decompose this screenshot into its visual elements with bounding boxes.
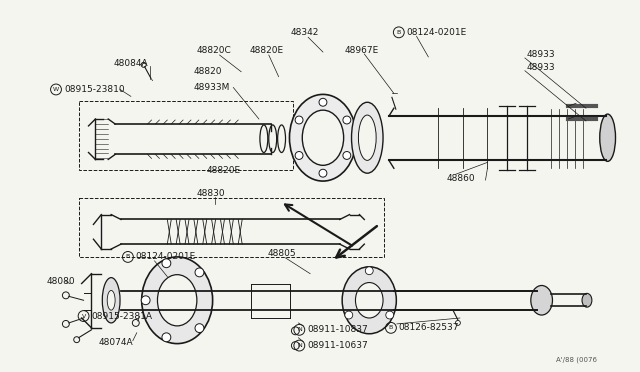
Ellipse shape — [289, 94, 356, 181]
Text: 48820E: 48820E — [207, 166, 241, 175]
Text: B: B — [126, 254, 130, 259]
Circle shape — [319, 169, 327, 177]
Circle shape — [141, 296, 150, 305]
Ellipse shape — [108, 291, 115, 310]
Text: 48967E: 48967E — [344, 45, 379, 55]
Text: 48080: 48080 — [46, 277, 75, 286]
Text: 08911-10837: 08911-10837 — [307, 326, 368, 334]
Text: W: W — [53, 87, 59, 92]
Circle shape — [343, 116, 351, 124]
Text: 48933: 48933 — [527, 49, 556, 58]
Text: 08915-23810: 08915-23810 — [64, 85, 125, 94]
Text: 48820C: 48820C — [197, 45, 232, 55]
Bar — [79, 101, 293, 170]
Text: 48805: 48805 — [268, 250, 296, 259]
Bar — [79, 198, 384, 257]
Text: 48820: 48820 — [194, 67, 223, 76]
Text: 08124-0201E: 08124-0201E — [136, 253, 196, 262]
Text: 48820E: 48820E — [249, 45, 284, 55]
Circle shape — [365, 267, 373, 275]
Text: 48342: 48342 — [291, 28, 319, 37]
Ellipse shape — [531, 285, 552, 315]
Circle shape — [195, 324, 204, 333]
Text: 08126-82537: 08126-82537 — [399, 323, 460, 332]
Text: 48933: 48933 — [527, 63, 556, 72]
Ellipse shape — [351, 102, 383, 173]
Text: 08911-10637: 08911-10637 — [307, 341, 368, 350]
Text: N: N — [297, 327, 301, 332]
Ellipse shape — [358, 115, 376, 160]
Circle shape — [162, 333, 171, 342]
Circle shape — [295, 151, 303, 160]
Ellipse shape — [355, 283, 383, 318]
Ellipse shape — [302, 110, 344, 165]
Ellipse shape — [582, 294, 592, 307]
Circle shape — [162, 259, 171, 268]
Text: V: V — [81, 314, 86, 318]
Ellipse shape — [141, 257, 212, 344]
Text: 08124-0201E: 08124-0201E — [406, 28, 467, 37]
Circle shape — [295, 116, 303, 124]
Text: 48084A: 48084A — [113, 60, 148, 68]
Ellipse shape — [342, 267, 396, 334]
Circle shape — [386, 311, 394, 319]
Text: 08915-2381A: 08915-2381A — [92, 311, 152, 321]
Circle shape — [345, 311, 353, 319]
Text: 48830: 48830 — [197, 189, 225, 198]
Circle shape — [195, 268, 204, 277]
Text: A'/88 (0076: A'/88 (0076 — [556, 356, 597, 363]
Circle shape — [343, 151, 351, 160]
Ellipse shape — [102, 278, 120, 323]
Text: N: N — [297, 343, 301, 348]
Ellipse shape — [600, 114, 616, 161]
Text: 48933M: 48933M — [194, 83, 230, 92]
Text: B: B — [388, 326, 393, 330]
Text: 48860: 48860 — [446, 174, 475, 183]
Ellipse shape — [157, 275, 197, 326]
Text: 48074A: 48074A — [99, 338, 133, 347]
Text: B: B — [397, 30, 401, 35]
Circle shape — [319, 98, 327, 106]
